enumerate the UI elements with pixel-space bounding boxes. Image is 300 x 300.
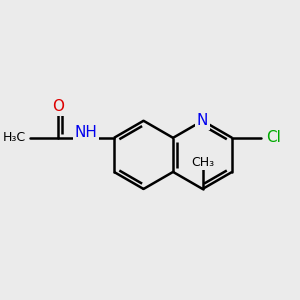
Text: H₃C: H₃C (3, 131, 26, 144)
Text: O: O (52, 99, 64, 114)
Text: N: N (197, 113, 208, 128)
Text: Cl: Cl (266, 130, 281, 145)
Text: NH: NH (75, 125, 98, 140)
Text: CH₃: CH₃ (191, 156, 214, 169)
